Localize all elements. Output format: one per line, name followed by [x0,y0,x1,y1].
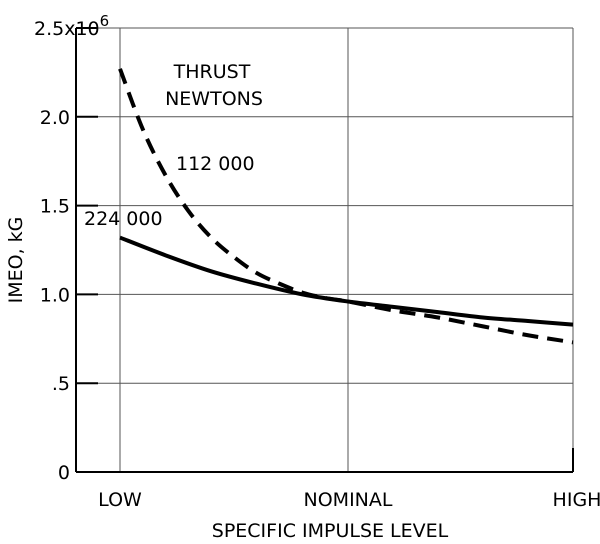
series-line-112000 [118,68,574,345]
y-multiplier-exponent: 6 [100,12,110,30]
x-tick-label: NOMINAL [304,489,393,511]
y-tick-label: 0 [58,462,70,484]
series-lines [118,68,574,345]
x-tick-label: LOW [98,489,142,511]
y-tick-label: .5 [52,373,70,395]
legend-title-line-1: THRUST [173,61,251,83]
x-tick-label: HIGH [553,489,600,511]
y-tick-labels: 0 .5 1.0 1.5 2.0 2.5x106 [34,12,109,484]
y-tick-label: 1.5 [40,196,70,218]
series-label-112000: 112 000 [176,153,255,175]
x-axis-title: SPECIFIC IMPULSE LEVEL [212,520,449,542]
y-tick-label: 2.5x106 [34,12,109,40]
axes [75,27,574,473]
y-tick-label: 1.0 [40,284,70,306]
legend-title-line-2: NEWTONS [165,88,263,110]
x-tick-labels: LOW NOMINAL HIGH [98,489,600,511]
y-axis-title: IMEO, kG [5,217,27,304]
grid [76,27,574,472]
series-line-224000 [119,235,574,327]
y-tick-label: 2.0 [40,107,70,129]
series-label-224000: 224 000 [84,208,163,230]
